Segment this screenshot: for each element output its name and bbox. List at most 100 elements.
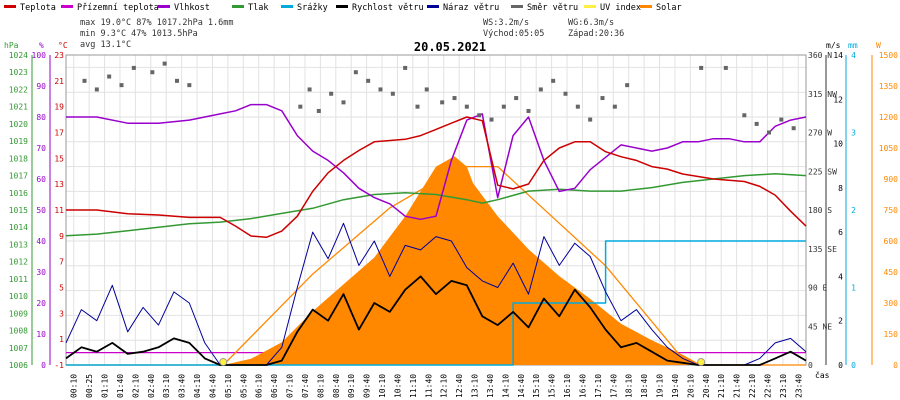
pct-tick-label: 10	[36, 330, 46, 339]
wind-dir-point	[366, 78, 371, 83]
c-tick-label: 7	[59, 258, 64, 267]
dir-tick-label: 270 W	[808, 129, 832, 138]
x-tick-label: 07:40	[301, 374, 310, 398]
legend-swatch	[427, 5, 439, 8]
legend-swatch	[640, 5, 652, 8]
x-tick-label: 16:10	[563, 374, 572, 398]
stats-min: min 9.3°C 47% 1013.5hPa	[80, 29, 198, 39]
rain-line	[66, 240, 806, 366]
x-tick-label: 12:40	[455, 374, 464, 398]
wind-dir-point	[298, 104, 303, 109]
wind-dir-point	[514, 96, 519, 101]
mm-tick-label: 3	[851, 129, 856, 138]
hpa-tick-label: 1019	[9, 137, 28, 146]
x-tick-label: 11:40	[424, 374, 433, 398]
pct-tick-label: 0	[41, 361, 46, 370]
pct-tick-label: 30	[36, 268, 46, 277]
hpa-tick-label: 1006	[9, 361, 28, 370]
x-tick-label: 02:40	[147, 374, 156, 398]
c-tick-label: 9	[59, 232, 64, 241]
w-tick-label: 1350	[879, 82, 898, 91]
x-tick-label: 15:40	[548, 374, 557, 398]
wind-dir-point	[600, 96, 605, 101]
x-tick-label: 12:10	[440, 374, 449, 398]
pct-tick-label: 40	[36, 237, 46, 246]
wind-dir-point	[316, 108, 321, 113]
x-tick-label: 23:40	[794, 374, 803, 398]
x-tick-label: 02:10	[131, 374, 140, 398]
wind-dir-point	[723, 65, 728, 70]
x-tick-label: 09:10	[347, 374, 356, 398]
dir-tick-label: 0	[808, 361, 813, 370]
plot-area	[65, 61, 807, 366]
wind-dir-point	[424, 87, 429, 92]
hpa-tick-label: 1023	[9, 68, 28, 77]
x-tick-label: 20:10	[686, 374, 695, 398]
x-tick-label: 04:10	[193, 374, 202, 398]
wind-dir-point	[415, 104, 420, 109]
x-tick-label: 17:10	[594, 374, 603, 398]
axis-ticks: 1024102310221021102010191018101710161015…	[9, 51, 898, 398]
x-axis-title: čas	[815, 370, 830, 380]
solar-area	[66, 156, 806, 365]
uv-marker	[219, 358, 228, 366]
uv-marker	[697, 358, 706, 366]
wind-dir-point	[612, 104, 617, 109]
pct-axis-title: %	[39, 41, 44, 50]
pct-tick-label: 60	[36, 175, 46, 184]
wind-dir-point	[625, 83, 630, 88]
hpa-tick-label: 1018	[9, 154, 28, 163]
mm-tick-label: 4	[851, 51, 856, 60]
stats-block: max 19.0°C 87% 1017.2hPa 1.6mm min 9.3°C…	[80, 18, 624, 50]
legend-swatch	[511, 5, 523, 8]
wind-dir-point	[791, 126, 796, 131]
hpa-tick-label: 1007	[9, 344, 28, 353]
wind-dir-point	[107, 74, 112, 79]
chart-title: 20.05.2021	[414, 40, 486, 54]
x-tick-label: 01:40	[116, 374, 125, 398]
w-tick-label: 1500	[879, 51, 898, 60]
dir-tick-label: 315 NW	[808, 90, 837, 99]
legend-label: Rychlost větru	[352, 3, 424, 13]
ms-tick-label: 8	[838, 184, 843, 193]
wind-dir-point	[575, 104, 580, 109]
wind-dir-point	[329, 91, 334, 96]
wind-dir-point	[378, 87, 383, 92]
c-axis-title: °C	[58, 41, 68, 50]
mm-tick-label: 0	[851, 361, 856, 370]
pct-tick-label: 20	[36, 299, 46, 308]
x-tick-label: 19:40	[671, 374, 680, 398]
wind-dir-point	[341, 100, 346, 105]
w-tick-label: 300	[884, 299, 899, 308]
wind-dir-point	[767, 130, 771, 135]
c-tick-label: 13	[54, 180, 64, 189]
ms-tick-label: 14	[833, 51, 843, 60]
legend-swatch	[584, 5, 596, 8]
hpa-tick-label: 1016	[9, 189, 28, 198]
w-axis-title: W	[876, 41, 881, 50]
x-tick-label: 22:40	[763, 374, 772, 398]
legend-swatch	[281, 5, 293, 8]
x-tick-label: 11:10	[409, 374, 418, 398]
legend-label: Tlak	[248, 3, 268, 13]
x-tick-label: 06:40	[270, 374, 279, 398]
ms-tick-label: 6	[838, 228, 843, 237]
pct-tick-label: 70	[36, 144, 46, 153]
x-tick-label: 14:10	[501, 374, 510, 398]
wind-dir-point	[501, 104, 506, 109]
pct-tick-label: 90	[36, 82, 46, 91]
hpa-tick-label: 1021	[9, 103, 28, 112]
wind-dir-point	[187, 83, 192, 88]
stats-sunset: Západ:20:36	[568, 29, 624, 39]
x-tick-label: 16:40	[578, 374, 587, 398]
x-tick-label: 00:10	[70, 374, 79, 398]
ms-tick-label: 10	[833, 140, 843, 149]
x-tick-label: 19:10	[656, 374, 665, 398]
x-tick-label: 21:40	[733, 374, 742, 398]
x-tick-label: 18:40	[640, 374, 649, 398]
x-tick-label: 17:40	[609, 374, 618, 398]
legend: Teplota Přízemní teplota Vlhkost Tlak Srážky…	[4, 3, 682, 13]
legend-swatch	[232, 5, 244, 8]
wind-dir-point	[131, 65, 136, 70]
